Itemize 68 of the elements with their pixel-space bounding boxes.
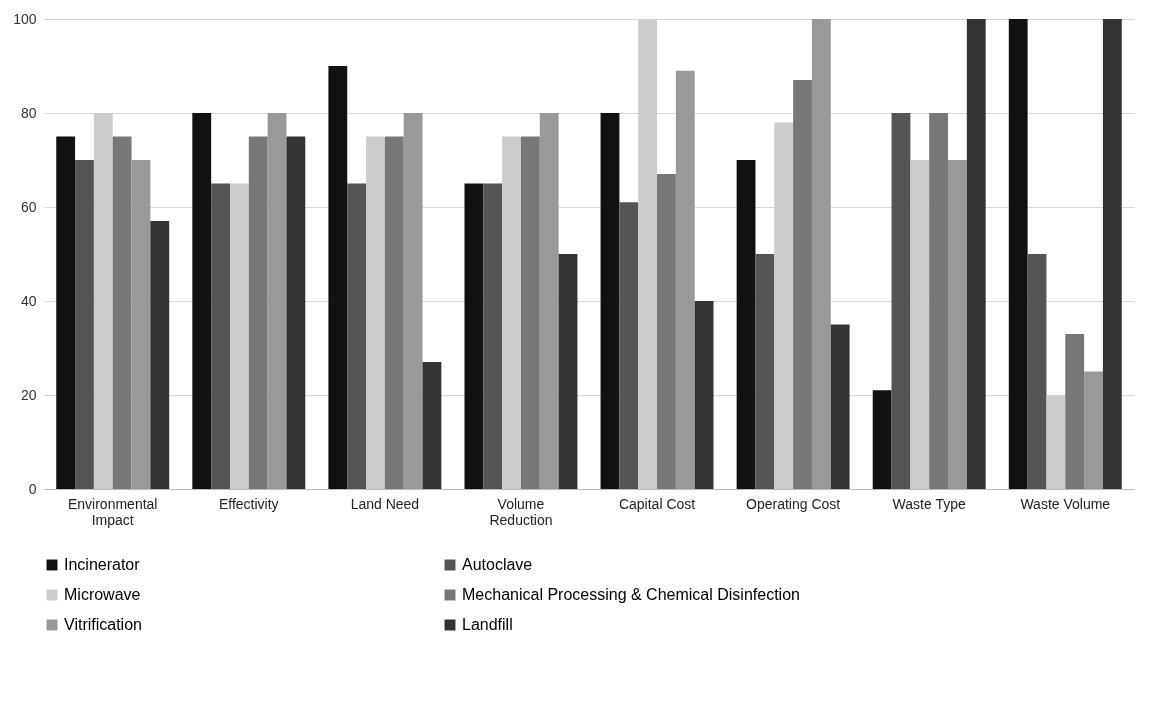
legend-label: Mechanical Processing & Chemical Disinfection [462,586,800,603]
bar [755,254,775,489]
x-tick-label: Effectivity [218,495,279,512]
bar [286,136,306,489]
bar [539,113,559,489]
legend-label: Incinerator [64,556,141,573]
x-tick-label: Environmental Impact [67,495,158,528]
bar [464,183,484,489]
bar [929,113,949,489]
bar [229,183,249,489]
bar [150,221,170,489]
bar [1046,395,1066,489]
x-tick-label: Waste Volume [1020,495,1111,512]
bar [328,66,348,489]
bar [267,113,287,489]
bar [891,113,911,489]
bar [422,362,442,489]
x-tick-label: Operating Cost [746,495,841,512]
bar [811,19,831,489]
y-tick-label: 80 [20,104,37,121]
x-tick-label: Volume Reduction [489,495,553,528]
bar [75,160,94,489]
bar [774,122,794,489]
bar [131,160,151,489]
bar [675,70,695,489]
bar [600,113,620,489]
bar [872,390,892,489]
bar [1065,333,1085,489]
bar [112,136,132,489]
bar [502,136,521,489]
bar [619,202,639,489]
legend-label: Vitrification [64,616,142,633]
x-tick-label: Waste Type [892,495,966,512]
x-tick-label: Capital Cost [618,495,696,512]
bar [558,254,578,489]
y-tick-label: 0 [28,480,37,497]
y-tick-label: 20 [20,386,37,403]
bar [736,160,756,489]
bar [192,113,212,489]
bar [657,174,676,489]
legend-label: Landfill [462,616,513,633]
legend-label: Microwave [64,586,141,603]
y-tick-label: 60 [20,198,37,215]
bar [1027,254,1047,489]
bar [347,183,367,489]
bar [694,301,714,489]
bar [793,80,812,489]
bar [93,113,113,489]
bar [483,183,503,489]
bar [520,136,540,489]
bar [638,19,658,489]
bar [1102,19,1122,489]
y-tick-label: 40 [20,292,37,309]
bar [966,19,986,489]
bar [403,113,423,489]
bar [248,136,268,489]
y-tick-label: 100 [13,10,37,27]
bar [910,160,930,489]
bar [1008,19,1028,489]
x-tick-label: Land Need [350,495,420,512]
bar [384,136,404,489]
bar [1084,371,1103,489]
bar [211,183,230,489]
bar [56,136,76,489]
legend-label: Autoclave [462,556,533,573]
bar [366,136,385,489]
bar [948,160,967,489]
bar [830,324,850,489]
